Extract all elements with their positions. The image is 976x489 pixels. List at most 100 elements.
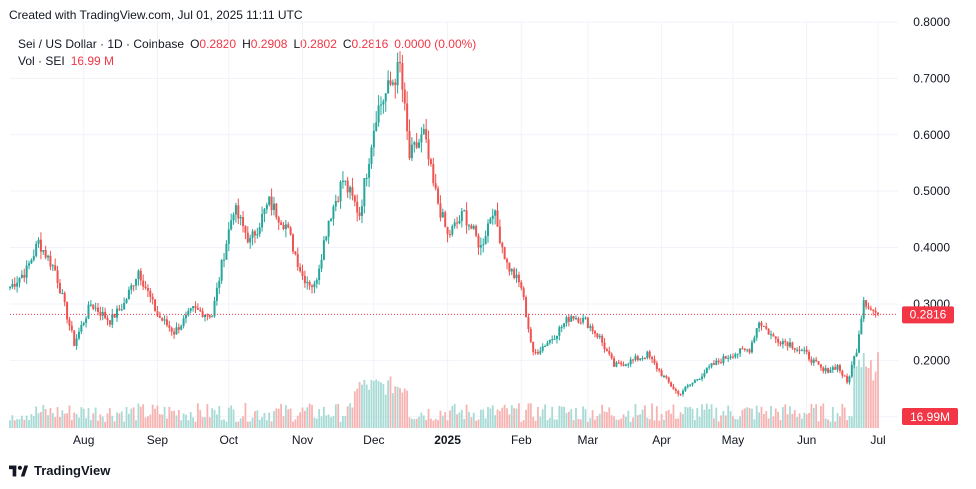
candle-body: [154, 299, 157, 312]
candle-body: [705, 367, 708, 374]
volume-bar: [311, 404, 313, 428]
candle-body: [20, 274, 23, 279]
candle-body: [28, 263, 31, 266]
volume-bar: [28, 419, 30, 428]
volume-bar: [456, 414, 458, 428]
volume-bar: [20, 415, 23, 428]
tradingview-logo[interactable]: TradingView: [9, 463, 110, 478]
volume-bar: [753, 419, 756, 428]
candle-body: [35, 243, 38, 257]
volume-bar: [601, 404, 604, 428]
candle-body: [132, 285, 135, 287]
volume-bar: [793, 410, 796, 428]
volume-bar: [644, 405, 646, 428]
volume-bar: [613, 416, 615, 428]
x-axis-tick-label: Dec: [363, 433, 384, 447]
volume-bar: [106, 413, 109, 428]
candle-body: [401, 63, 404, 90]
candle-body: [724, 356, 727, 359]
candle-body: [805, 349, 808, 353]
candle-body: [30, 259, 33, 264]
volume-bar: [139, 406, 142, 428]
volume-bar: [368, 389, 370, 428]
candle-body: [734, 354, 737, 358]
volume-bar: [658, 420, 661, 428]
candle-body: [170, 327, 173, 332]
volume-bar: [805, 414, 808, 428]
candle-body: [536, 352, 539, 354]
candle-body: [387, 80, 390, 94]
x-axis-tick-label: 2025: [434, 433, 461, 447]
high-key: H: [242, 37, 251, 51]
volume-bar: [220, 420, 223, 428]
candle-body: [670, 382, 673, 387]
candle-body: [684, 386, 687, 391]
candle-body: [777, 338, 780, 343]
candle-body: [482, 244, 485, 246]
volume-bar: [608, 407, 611, 428]
candle-body: [831, 367, 834, 370]
volume-bar: [244, 402, 247, 428]
volume-bar: [686, 407, 689, 428]
candle-body: [225, 243, 228, 260]
volume-bar: [123, 421, 126, 428]
candle-body: [577, 318, 580, 323]
candle-body: [855, 352, 858, 357]
volume-bar: [755, 405, 758, 428]
volume-bar: [565, 412, 568, 428]
candle-body: [503, 247, 506, 260]
volume-bar: [135, 420, 137, 428]
candle-body: [353, 195, 356, 202]
candle-body: [175, 327, 178, 335]
candle-body: [125, 299, 128, 303]
volume-bar: [489, 408, 492, 428]
candle-body: [396, 62, 399, 86]
candle-body: [94, 307, 97, 309]
volume-bar: [339, 421, 342, 428]
volume-bar: [113, 421, 116, 428]
volume-bar: [527, 403, 530, 428]
candle-body: [149, 290, 152, 297]
candle-body: [789, 342, 792, 347]
candle-body: [567, 317, 570, 322]
candle-body: [23, 274, 26, 278]
volume-bar: [254, 411, 256, 428]
candle-body: [187, 310, 190, 315]
candle-body: [655, 363, 658, 369]
candle-body: [610, 353, 613, 359]
candle-body: [82, 322, 85, 325]
symbol-label[interactable]: Sei / US Dollar · 1D · Coinbase: [18, 37, 185, 51]
volume-bar: [850, 416, 853, 428]
volume-bar: [446, 420, 449, 428]
volume-bar: [508, 414, 511, 428]
candle-body: [603, 342, 606, 350]
candle-body: [406, 103, 409, 132]
high-value: 0.2908: [250, 37, 288, 51]
volume-bar: [548, 417, 551, 428]
candle-body: [358, 212, 361, 216]
candle-body: [227, 229, 230, 244]
volume-bar: [639, 414, 642, 428]
volume-bar: [337, 403, 340, 428]
volume-bar: [703, 409, 706, 428]
candle-body: [658, 368, 661, 371]
candle-body: [410, 144, 413, 159]
candle-body: [429, 159, 432, 165]
change-value: 0.0000 (0.00%): [394, 37, 477, 51]
volume-bar: [356, 388, 359, 428]
volume-bar: [582, 406, 585, 428]
volume-bar: [166, 418, 168, 428]
x-axis-tick-label: Jun: [797, 433, 816, 447]
volume-label[interactable]: Vol · SEI: [18, 54, 65, 68]
last-price-label: 0.2816: [910, 307, 947, 321]
volume-bar: [589, 418, 592, 428]
volume-bar: [625, 416, 627, 428]
volume-bar: [551, 406, 554, 428]
volume-bar: [513, 408, 516, 428]
volume-bar: [303, 410, 306, 428]
candle-body: [296, 254, 299, 267]
candle-body: [520, 282, 523, 289]
candle-body: [253, 231, 256, 236]
volume-bar: [151, 404, 154, 428]
